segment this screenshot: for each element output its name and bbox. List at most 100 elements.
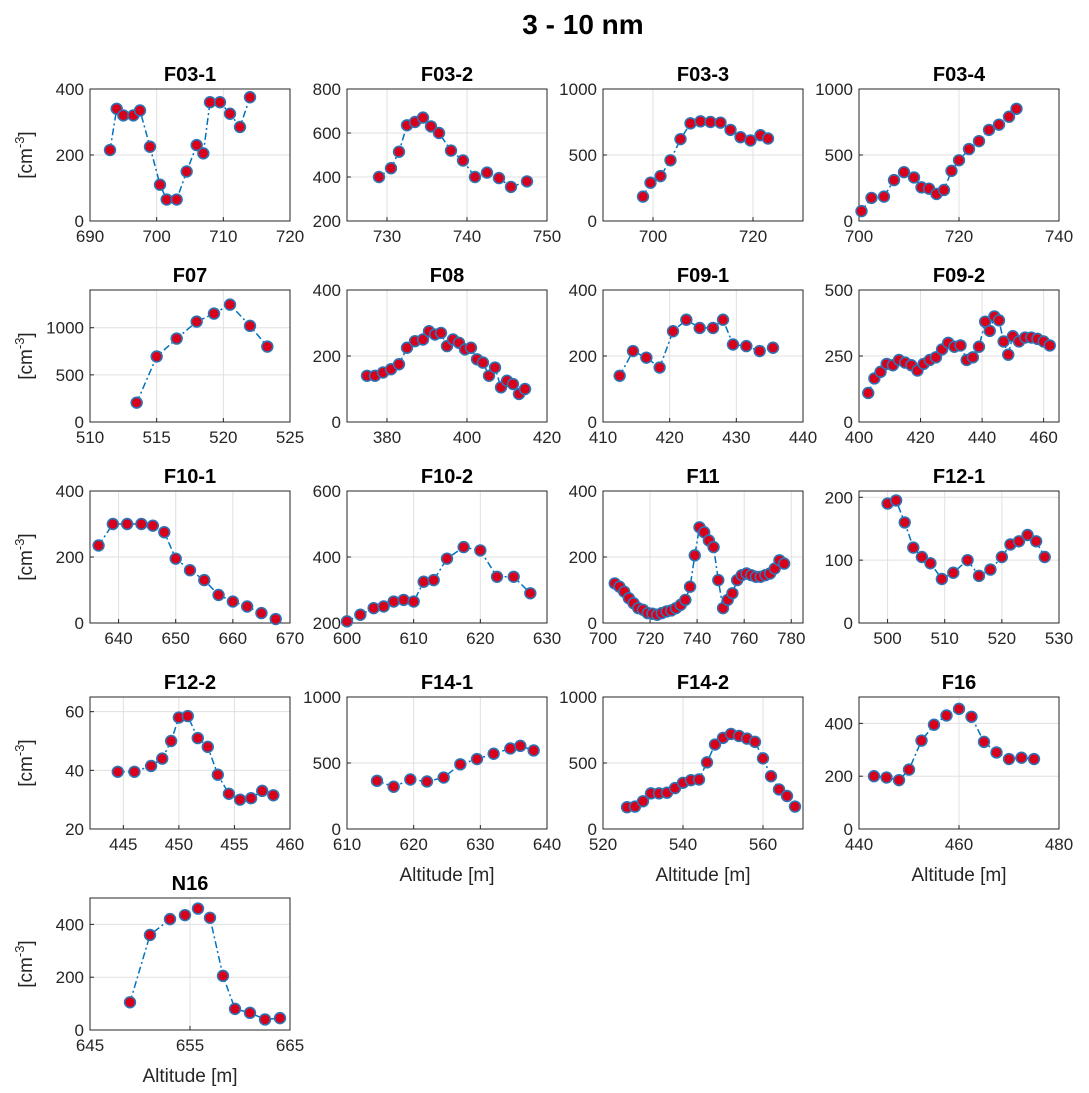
y-tick-label: 500 bbox=[825, 146, 853, 165]
data-point bbox=[387, 780, 400, 793]
y-tick-label: 200 bbox=[56, 968, 84, 987]
data-point bbox=[130, 396, 143, 409]
y-axis-label: [cm-3] bbox=[12, 533, 37, 580]
data-point bbox=[437, 771, 450, 784]
data-point bbox=[1038, 550, 1051, 564]
data-point bbox=[897, 165, 911, 179]
data-point bbox=[164, 734, 178, 748]
subplot-f09-2: 400 420 440 460 0 250 500 F09-2 bbox=[825, 265, 1060, 447]
subplot-f08: 380 400 420 0 200 400 F08 bbox=[313, 265, 562, 447]
data-point bbox=[273, 1011, 287, 1025]
x-tick-label: 690 bbox=[76, 227, 104, 246]
data-point bbox=[190, 138, 203, 152]
x-axis-label: Altitude [m] bbox=[399, 865, 494, 886]
data-point bbox=[984, 563, 997, 576]
y-tick-label: 250 bbox=[825, 347, 853, 366]
data-point bbox=[1002, 348, 1015, 361]
axes-box bbox=[858, 490, 1060, 624]
data-point bbox=[626, 344, 640, 358]
data-point bbox=[470, 752, 484, 766]
subplot-f10-1: 640 650 660 670 0 200 400 F10-1 [cm-3] bbox=[12, 466, 304, 648]
data-point bbox=[706, 321, 720, 335]
x-tick-label: 500 bbox=[873, 629, 901, 648]
data-point bbox=[927, 718, 941, 731]
subplot-title: F03-3 bbox=[677, 64, 729, 86]
data-point bbox=[111, 765, 124, 778]
subplot-title: F09-1 bbox=[677, 265, 729, 287]
x-tick-label: 525 bbox=[276, 428, 304, 447]
data-point bbox=[992, 314, 1006, 327]
x-tick-label: 710 bbox=[209, 227, 237, 246]
subplot-title: F10-2 bbox=[421, 466, 473, 488]
data-point bbox=[889, 494, 903, 507]
subplot-title: F08 bbox=[430, 265, 464, 287]
data-point bbox=[240, 600, 254, 613]
data-point bbox=[354, 608, 367, 621]
data-point bbox=[704, 115, 717, 129]
x-tick-label: 720 bbox=[276, 227, 304, 246]
subplot-f09-1: 410 420 430 440 0 200 400 F09-1 bbox=[569, 265, 818, 447]
data-point bbox=[726, 338, 740, 351]
y-tick-label: 400 bbox=[825, 714, 853, 733]
data-point bbox=[377, 600, 390, 613]
data-point bbox=[877, 190, 891, 203]
x-tick-label: 740 bbox=[1045, 227, 1073, 246]
data-point bbox=[213, 95, 227, 109]
data-point bbox=[387, 595, 400, 608]
data-point bbox=[180, 165, 193, 178]
data-point bbox=[416, 333, 430, 346]
data-point bbox=[664, 154, 677, 167]
data-point bbox=[468, 170, 482, 184]
data-point bbox=[212, 588, 225, 602]
subplot-title: F12-2 bbox=[164, 672, 216, 694]
data-point bbox=[788, 800, 802, 813]
data-point bbox=[997, 335, 1010, 348]
data-point bbox=[464, 341, 478, 354]
data-point bbox=[106, 517, 120, 531]
data-point bbox=[777, 557, 791, 570]
y-tick-label: 200 bbox=[313, 614, 341, 633]
data-point bbox=[170, 193, 183, 206]
data-point bbox=[524, 587, 537, 600]
y-tick-label: 200 bbox=[56, 548, 84, 567]
x-tick-label: 730 bbox=[373, 227, 401, 246]
data-point bbox=[258, 1013, 272, 1026]
data-point bbox=[972, 340, 986, 353]
data-point bbox=[203, 95, 217, 109]
figure-title: 3 - 10 nm bbox=[522, 9, 643, 40]
data-point bbox=[223, 298, 237, 311]
y-tick-label: 400 bbox=[313, 168, 341, 187]
x-tick-label: 400 bbox=[453, 428, 481, 447]
subplot-f10-2: 600 610 620 630 200 400 600 F10-2 bbox=[313, 466, 562, 648]
subplot-title: F12-1 bbox=[933, 466, 985, 488]
data-point bbox=[972, 569, 986, 583]
x-tick-label: 760 bbox=[730, 629, 758, 648]
y-tick-label: 0 bbox=[75, 413, 84, 432]
y-tick-label: 1000 bbox=[46, 319, 84, 338]
data-point bbox=[740, 339, 753, 353]
x-tick-label: 530 bbox=[1045, 629, 1073, 648]
data-point bbox=[887, 173, 901, 187]
x-tick-label: 630 bbox=[466, 835, 494, 854]
subplot-title: F16 bbox=[942, 672, 976, 694]
y-tick-label: 0 bbox=[588, 614, 597, 633]
data-point bbox=[1012, 535, 1026, 548]
data-point bbox=[226, 595, 240, 608]
data-point bbox=[222, 787, 236, 800]
data-point bbox=[744, 134, 757, 147]
data-point bbox=[683, 580, 697, 593]
data-point bbox=[867, 769, 881, 783]
data-point bbox=[392, 358, 406, 371]
y-tick-label: 500 bbox=[313, 754, 341, 773]
y-tick-label: 0 bbox=[332, 413, 341, 432]
x-axis-label: Altitude [m] bbox=[142, 1066, 237, 1087]
data-point bbox=[679, 593, 692, 607]
data-point bbox=[874, 365, 887, 379]
data-point bbox=[117, 109, 130, 122]
subplot-title: F14-1 bbox=[421, 672, 473, 694]
data-point bbox=[734, 130, 747, 144]
x-tick-label: 440 bbox=[845, 835, 873, 854]
data-point bbox=[181, 709, 194, 723]
x-tick-label: 740 bbox=[453, 227, 481, 246]
y-tick-label: 200 bbox=[56, 146, 84, 165]
